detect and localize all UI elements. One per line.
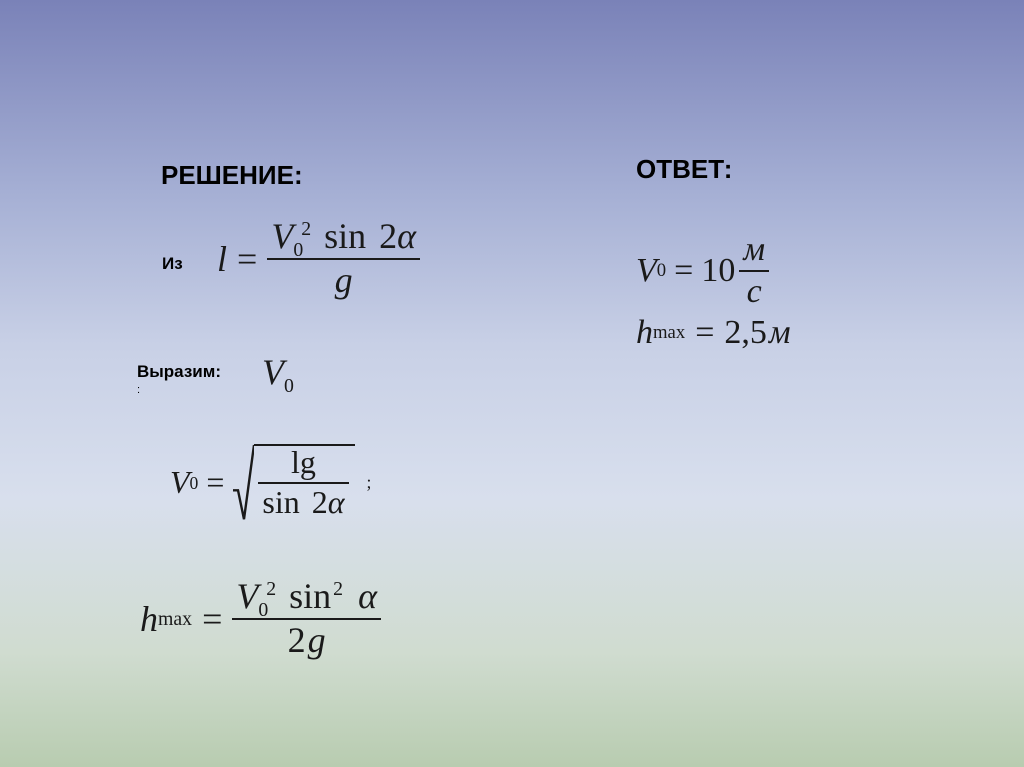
fraction: lg sin 2α	[258, 446, 348, 519]
express-v0: V0	[262, 351, 294, 393]
answer-v0: V0 = 10 м с	[636, 232, 769, 309]
sym-g: g	[308, 620, 326, 660]
sym-V: V	[236, 576, 258, 616]
unit-s: с	[747, 273, 762, 310]
hmax-unit: м	[769, 314, 791, 352]
sup-2: 2	[266, 578, 276, 600]
radical: lg sin 2α	[232, 444, 354, 521]
sym-l: l	[217, 238, 227, 280]
sym-lg: lg	[291, 444, 316, 480]
answer-heading: ОТВЕТ:	[636, 154, 732, 185]
sym-h: h	[636, 314, 653, 352]
express-label: Выразим:	[137, 362, 221, 382]
sym-V: V	[170, 464, 190, 501]
sym-sin: sin	[324, 216, 366, 256]
sym-alpha: α	[358, 576, 377, 616]
sym-V: V	[636, 252, 657, 290]
sym-eq: =	[237, 238, 257, 280]
formula-v0: V0 = lg sin 2α	[170, 444, 371, 521]
sym-eq: =	[202, 598, 222, 640]
sym-h: h	[140, 598, 158, 640]
sup-2: 2	[301, 218, 311, 240]
v0-value: 10	[701, 252, 735, 290]
sym-alpha: α	[397, 216, 416, 256]
fraction: V02 sin2 α 2g	[232, 578, 381, 660]
formula-hmax: hmax = V02 sin2 α 2g	[140, 578, 381, 660]
unit-fraction: м с	[739, 232, 769, 309]
sym-sin: sin	[289, 576, 331, 616]
sub-0: 0	[284, 375, 294, 397]
unit-m: м	[743, 231, 765, 268]
lit-2: 2	[288, 620, 306, 660]
sup-2b: 2	[333, 578, 343, 600]
sym-sin: sin	[262, 484, 299, 520]
sym-g: g	[335, 260, 353, 300]
fraction: V02 sin 2α g	[267, 218, 420, 300]
solution-heading: РЕШЕНИЕ:	[161, 160, 303, 191]
from-label: Из	[162, 254, 183, 274]
semicolon: ;	[367, 472, 372, 493]
hmax-value: 2,5	[724, 314, 767, 352]
sym-alpha: α	[328, 484, 345, 520]
colon-below: :	[137, 384, 140, 396]
sym-eq: =	[695, 314, 714, 352]
answer-hmax: hmax = 2,5 м	[636, 314, 791, 352]
sym-V: V	[271, 216, 293, 256]
lit-2: 2	[379, 216, 397, 256]
sym-eq: =	[674, 252, 693, 290]
formula-l: l = V02 sin 2α g	[217, 218, 420, 300]
sym-eq: =	[206, 464, 224, 501]
sym-V: V	[262, 352, 284, 392]
lit-2: 2	[312, 484, 328, 520]
